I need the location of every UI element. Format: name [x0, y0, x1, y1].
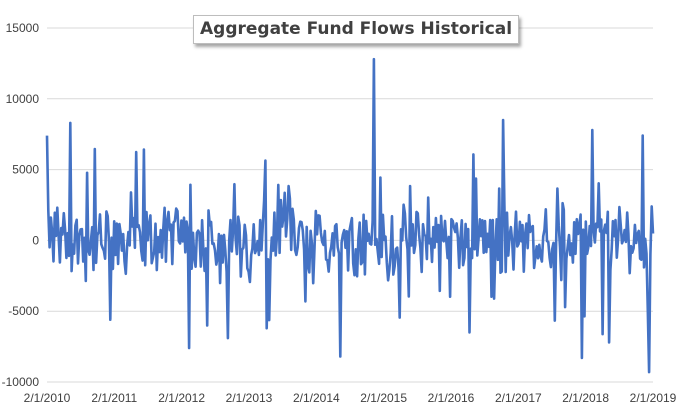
y-tick-label: -10000 — [2, 375, 40, 389]
y-tick-label: -5000 — [8, 304, 39, 318]
y-tick-label: 5000 — [12, 163, 39, 177]
x-tick-label: 2/1/2012 — [158, 391, 205, 405]
x-axis: 2/1/2010 2/1/2011 2/1/2012 2/1/2013 2/1/2014… — [24, 391, 677, 405]
chart-title: Aggregate Fund Flows Historical — [193, 15, 520, 44]
x-tick-label: 2/1/2017 — [495, 391, 542, 405]
x-tick-label: 2/1/2011 — [91, 391, 137, 405]
x-tick-label: 2/1/2018 — [562, 391, 609, 405]
x-tick-label: 2/1/2010 — [24, 391, 71, 405]
y-tick-label: 10000 — [6, 92, 40, 106]
series-layer — [45, 57, 655, 374]
y-axis: 15000 10000 5000 0 -5000 -10000 — [2, 21, 40, 389]
series-line-aggregate-fund-flows — [45, 57, 655, 374]
x-tick-label: 2/1/2015 — [360, 391, 407, 405]
x-tick-label: 2/1/2014 — [293, 391, 340, 405]
y-tick-label: 15000 — [6, 21, 40, 35]
y-tick-label: 0 — [32, 233, 39, 247]
x-tick-label: 2/1/2019 — [630, 391, 677, 405]
x-tick-label: 2/1/2013 — [226, 391, 273, 405]
x-tick-label: 2/1/2016 — [428, 391, 475, 405]
